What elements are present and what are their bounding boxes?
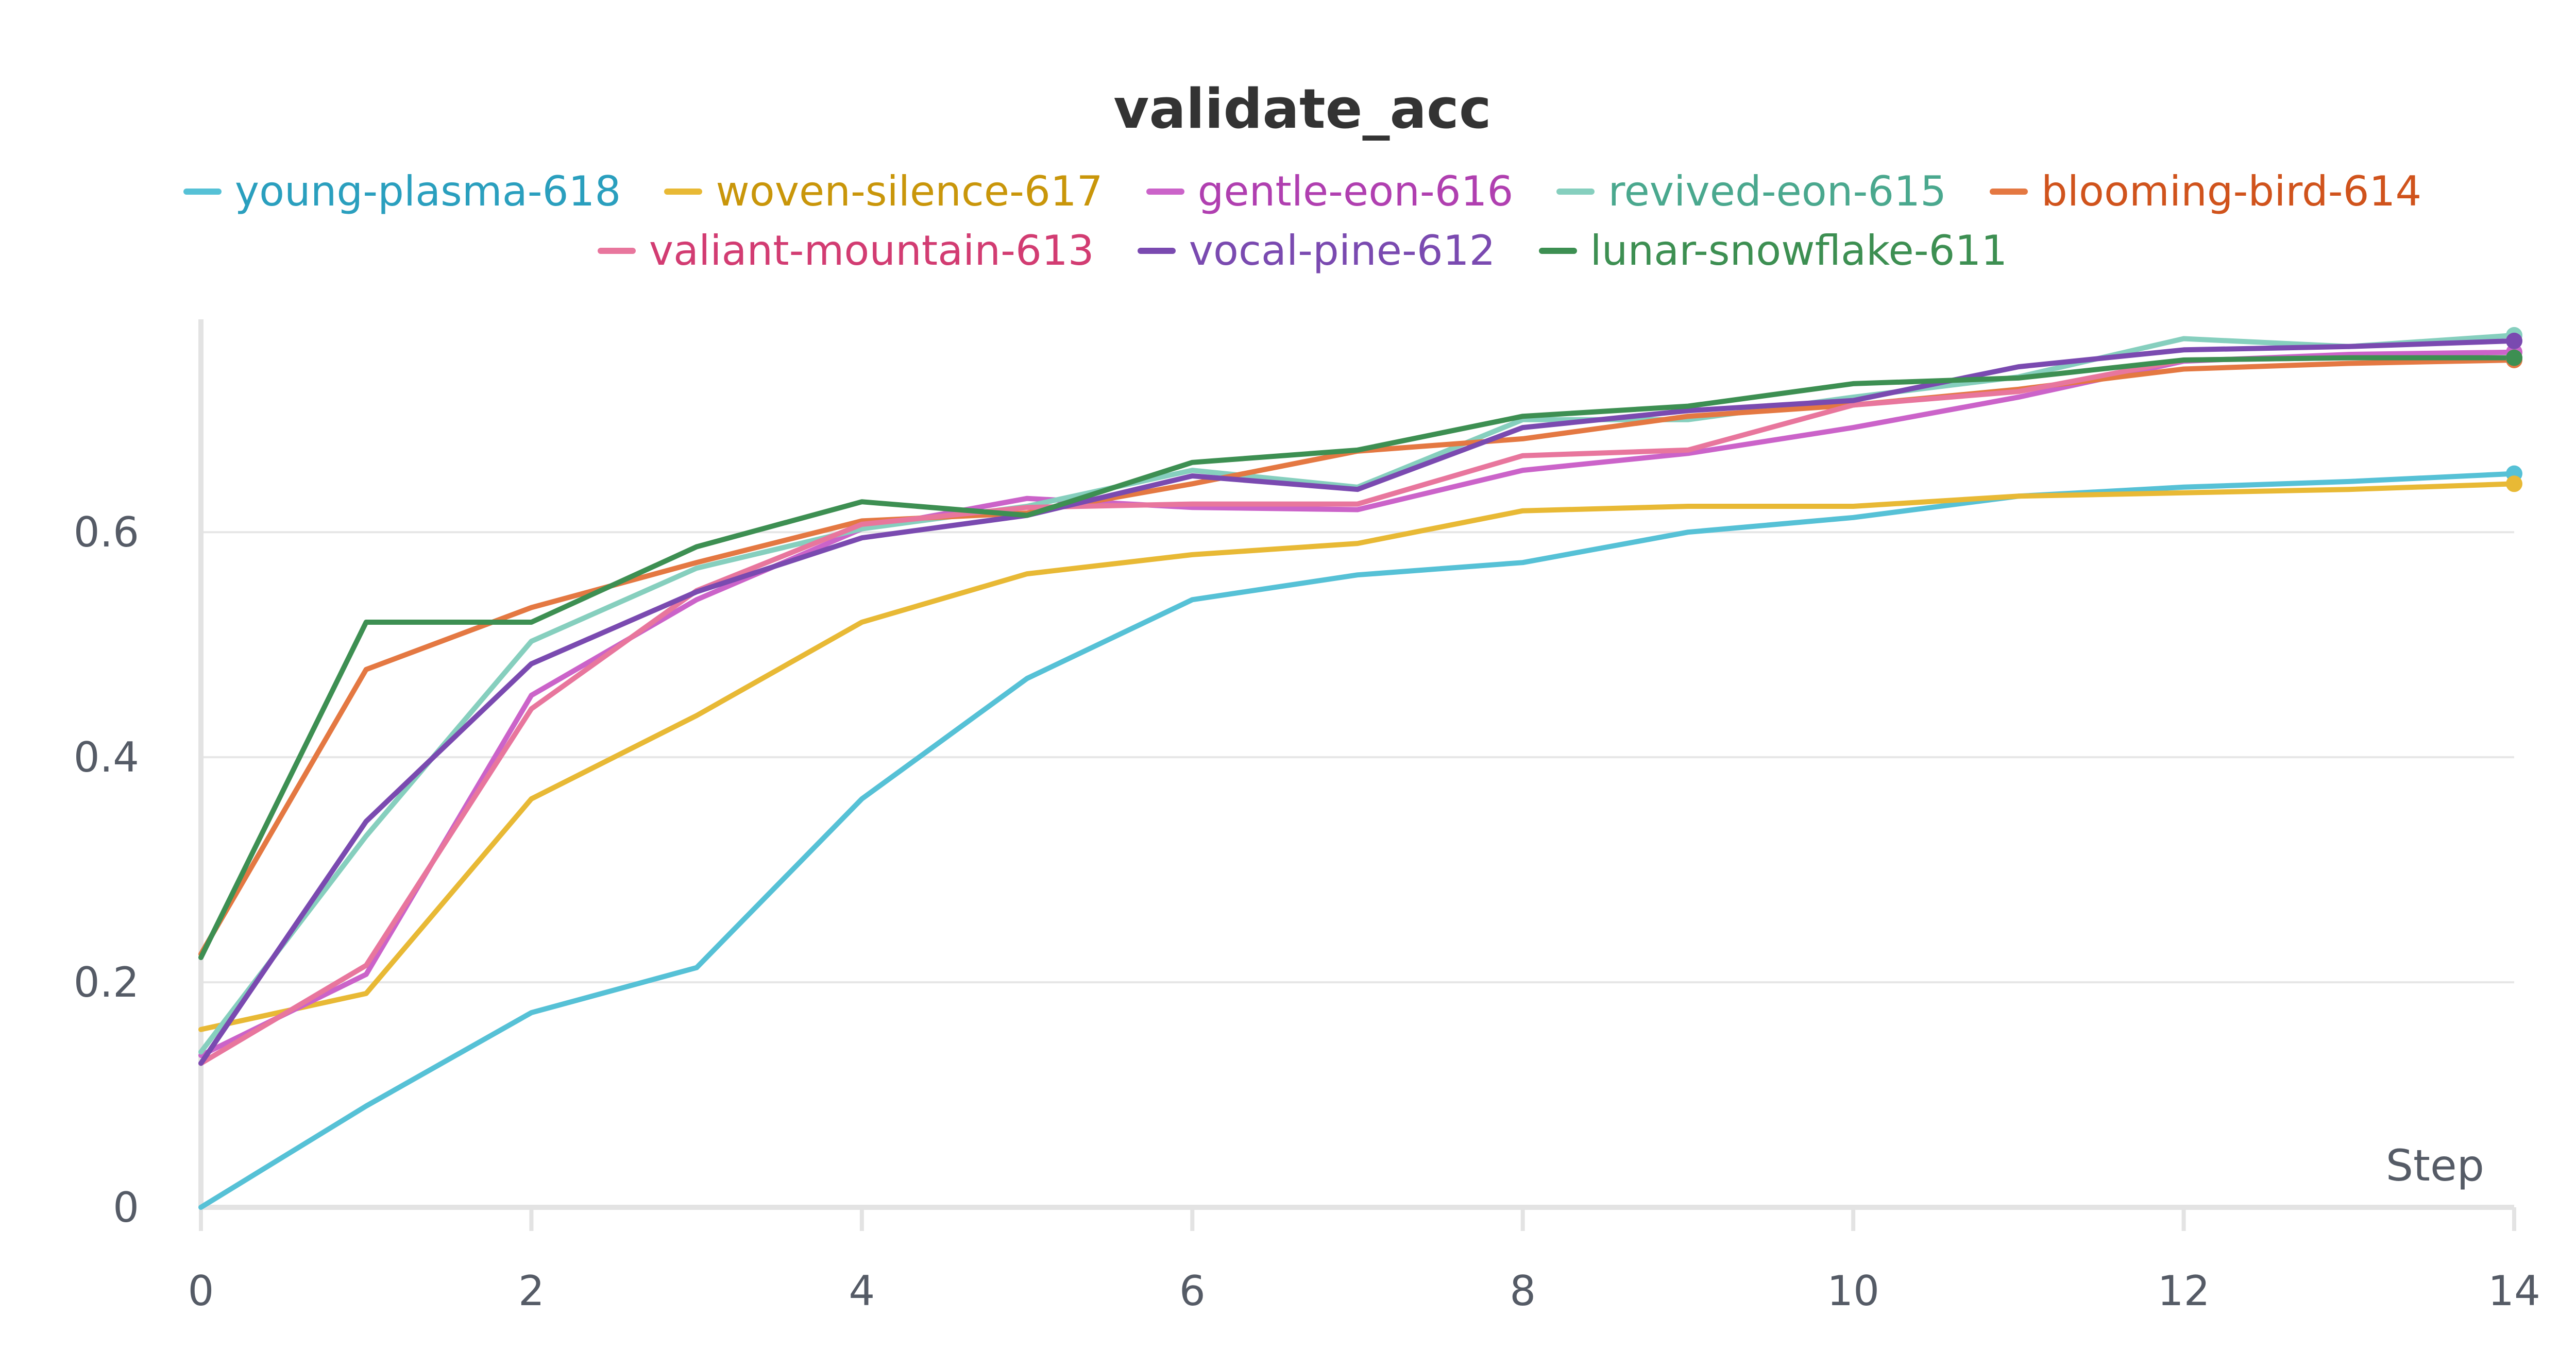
- y-tick-label: 0.6: [74, 508, 139, 556]
- legend-swatch: [1990, 188, 2028, 195]
- x-tick-label: 6: [1179, 1267, 1206, 1315]
- legend-label: woven-silence-617: [716, 167, 1103, 215]
- legend-swatch: [1137, 247, 1176, 254]
- series-end-point: [2506, 475, 2522, 492]
- legend-label: vocal-pine-612: [1189, 227, 1496, 275]
- axes: [198, 319, 2516, 1231]
- x-tick-label: 0: [188, 1267, 214, 1315]
- legend-label: lunar-snowflake-611: [1590, 227, 2008, 275]
- legend-row-2: valiant-mountain-613 vocal-pine-612 luna…: [0, 227, 2576, 275]
- legend-label: gentle-eon-616: [1197, 167, 1514, 215]
- grid: [201, 531, 2514, 984]
- series-line[interactable]: [198, 332, 2517, 1055]
- tick-labels: 0 0.2 0.4 0.6 0 2 4 6 8 10 12 14: [74, 508, 2540, 1315]
- legend-swatch: [597, 247, 636, 254]
- legend-swatch: [1538, 247, 1577, 254]
- series-line[interactable]: [198, 355, 2517, 1066]
- legend-item[interactable]: young-plasma-618: [183, 167, 621, 215]
- y-tick-label: 0.2: [74, 959, 139, 1006]
- legend-item[interactable]: vocal-pine-612: [1137, 227, 1496, 275]
- legend-label: young-plasma-618: [234, 167, 621, 215]
- legend-item[interactable]: woven-silence-617: [664, 167, 1103, 215]
- legend-label: valiant-mountain-613: [649, 227, 1094, 275]
- series-line[interactable]: [198, 349, 2517, 1058]
- legend-row-1: young-plasma-618 woven-silence-617 gentl…: [0, 167, 2576, 215]
- x-tick-label: 8: [1510, 1267, 1536, 1315]
- series-group: [198, 327, 2522, 1210]
- legend-swatch: [1146, 188, 1184, 195]
- x-tick-label: 2: [518, 1267, 545, 1315]
- legend-swatch: [183, 188, 222, 195]
- legend-label: revived-eon-615: [1608, 167, 1947, 215]
- series-end-point: [2506, 332, 2522, 349]
- legend-item[interactable]: blooming-bird-614: [1990, 167, 2421, 215]
- legend-item[interactable]: lunar-snowflake-611: [1538, 227, 2008, 275]
- y-tick-label: 0: [113, 1184, 139, 1232]
- series-line[interactable]: [198, 355, 2517, 960]
- series-line[interactable]: [198, 338, 2517, 1066]
- chart-title: validate_acc: [1113, 77, 1492, 141]
- legend-label: blooming-bird-614: [2041, 167, 2422, 215]
- legend-item[interactable]: gentle-eon-616: [1146, 167, 1514, 215]
- series-line[interactable]: [198, 471, 2517, 1210]
- series-line[interactable]: [198, 481, 2517, 1032]
- x-tick-label: 14: [2488, 1267, 2540, 1315]
- series-end-point: [2506, 349, 2522, 366]
- x-tick-label: 10: [1827, 1267, 1879, 1315]
- x-tick-label: 12: [2158, 1267, 2210, 1315]
- legend-item[interactable]: valiant-mountain-613: [597, 227, 1094, 275]
- legend-item[interactable]: revived-eon-615: [1556, 167, 1946, 215]
- x-tick-label: 4: [849, 1267, 875, 1315]
- x-axis-title: Step: [2386, 1140, 2484, 1191]
- legend-swatch: [1556, 188, 1595, 195]
- y-tick-label: 0.4: [74, 733, 139, 781]
- legend-swatch: [664, 188, 703, 195]
